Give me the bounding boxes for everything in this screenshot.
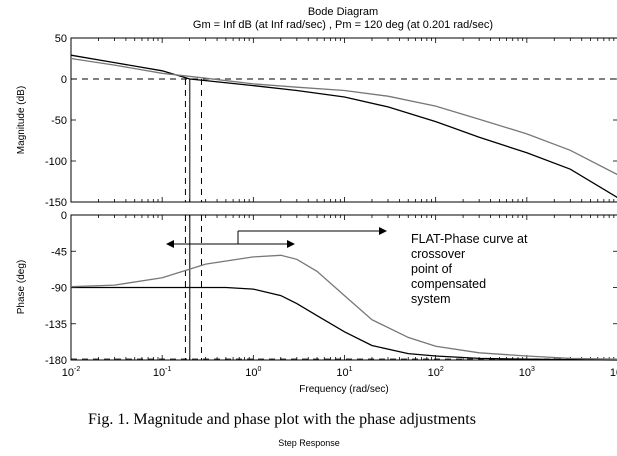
x-tick-label: 10-1 [153,366,172,379]
y-tick-label: -50 [51,115,67,127]
magnitude-axis-label: Magnitude (dB) [16,86,27,154]
y-tick-label: -90 [51,283,67,295]
y-tick-label: -100 [45,156,67,168]
annotation-box [403,225,589,313]
y-tick-label: -180 [45,355,67,367]
phase-series-2-line [70,254,617,360]
figure-caption: Fig. 1. Magnitude and phase plot with th… [88,411,476,428]
x-tick-label: 10-2 [62,366,81,379]
magnitude-plot-frame [70,37,617,203]
phase-series-1-line [71,286,617,361]
y-tick-label: 0 [61,210,67,222]
x-tick-label: 101 [336,366,352,379]
magnitude-series-2-line [70,57,617,176]
y-tick-label: -150 [45,197,67,209]
chart-title: Bode Diagram [308,6,378,18]
chart-subtitle: Gm = Inf dB (at Inf rad/sec) , Pm = 120 … [193,19,493,31]
next-figure-title: Step Response [278,438,340,448]
x-tick-label: 100 [245,366,261,379]
x-tick-label: 103 [519,366,535,379]
magnitude-series-1-line [70,54,617,199]
frequency-axis-label: Frequency (rad/sec) [299,384,388,395]
phase-axis-label: Phase (deg) [16,260,27,314]
annotation-text: FLAT-Phase curve at crossover point of comp… [411,232,528,306]
x-tick-label: 102 [428,366,444,379]
y-tick-label: -45 [51,246,67,258]
y-tick-label: 50 [55,33,67,45]
y-tick-label: 0 [61,74,67,86]
y-tick-label: -135 [45,319,67,331]
x-tick-label: 104 [610,366,617,379]
